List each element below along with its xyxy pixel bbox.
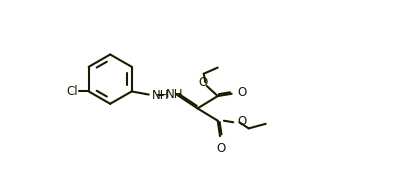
Text: O: O — [216, 142, 225, 155]
Text: NH: NH — [166, 88, 183, 101]
Text: Cl: Cl — [66, 85, 78, 98]
Text: O: O — [237, 87, 246, 100]
Text: O: O — [237, 115, 246, 128]
Text: O: O — [198, 76, 208, 89]
Text: NH: NH — [152, 89, 169, 102]
